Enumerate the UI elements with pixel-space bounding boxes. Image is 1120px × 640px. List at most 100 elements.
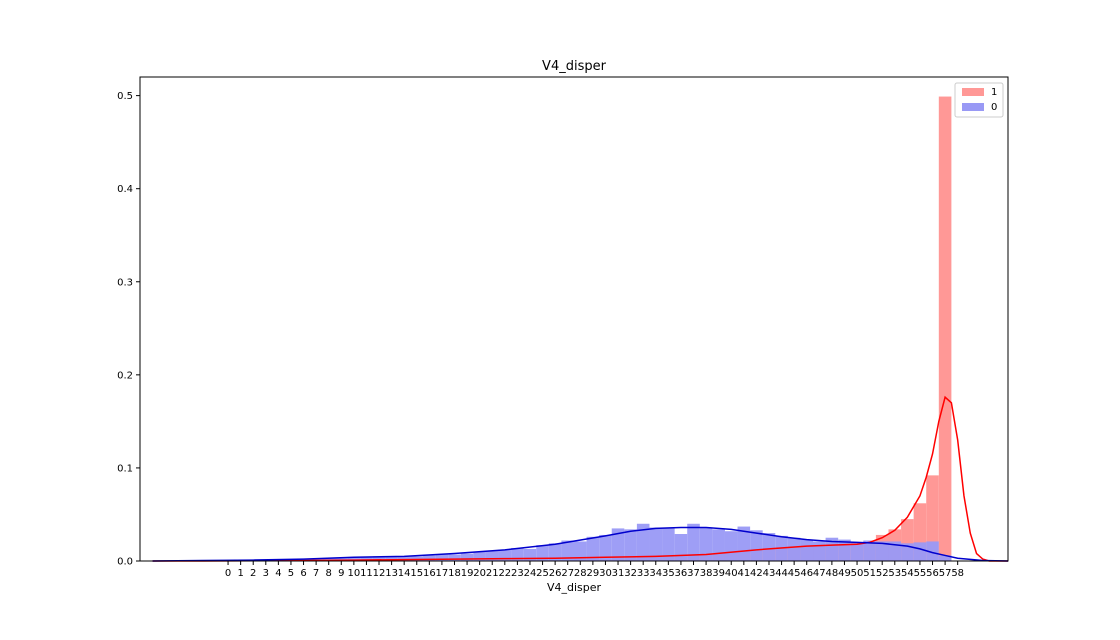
x-tick-label-23: 23 [511,568,524,579]
x-tick-label-38: 38 [700,568,713,579]
x-tick-label-24: 24 [524,568,537,579]
legend-label-series-1: 1 [991,87,997,98]
x-tick-label-40: 40 [725,568,738,579]
kde-line-series-1 [152,395,1008,562]
bar-series-1-32 [926,475,939,561]
plot-area [140,77,1008,561]
x-tick-label-53: 53 [888,568,901,579]
x-tick-label-5: 5 [288,568,294,579]
x-tick-label-29: 29 [587,568,600,579]
x-tick-label-11: 11 [360,568,373,579]
legend-swatch-series-1 [962,88,984,96]
x-tick-label-14: 14 [398,568,411,579]
x-tick-label-51: 51 [863,568,876,579]
x-tick-label-56: 56 [926,568,939,579]
x-tick-label-13: 13 [385,568,398,579]
bar-series-0-55 [913,542,927,561]
y-tick-label-1: 0.1 [117,463,133,474]
bar-series-0-40 [724,531,738,561]
bar-series-0-26 [548,543,562,561]
bar-series-0-16 [423,555,436,561]
bar-series-0-11 [360,557,373,561]
x-tick-label-57: 57 [939,568,952,579]
legend-label-series-0: 0 [991,102,997,113]
bar-series-0-43 [762,533,776,561]
kde-lines-layer [152,395,1009,562]
x-tick-label-9: 9 [338,568,344,579]
x-tick-label-39: 39 [712,568,725,579]
x-tick-label-0: 0 [225,568,231,579]
bar-series-0-30 [599,534,612,561]
x-tick-label-32: 32 [624,568,637,579]
x-tick-label-50: 50 [851,568,864,579]
y-axis: 0.0 0.1 0.2 0.3 0.4 0.5 [117,91,140,568]
x-tick-label-45: 45 [788,568,801,579]
x-tick-label-55: 55 [914,568,927,579]
x-tick-label-27: 27 [561,568,574,579]
x-tick-label-54: 54 [901,568,914,579]
y-tick-label-2: 0.2 [117,370,133,381]
x-tick-label-47: 47 [813,568,826,579]
bar-series-0-35 [662,528,675,561]
x-tick-label-30: 30 [599,568,612,579]
x-tick-label-44: 44 [775,568,788,579]
x-tick-label-18: 18 [448,568,461,579]
bars-layer [221,96,952,562]
bar-series-0-41 [737,526,751,561]
bar-series-0-12 [372,556,386,561]
bar-series-0-50 [850,542,864,561]
bar-series-0-13 [385,556,398,561]
x-tick-label-41: 41 [737,568,750,579]
x-tick-label-31: 31 [612,568,625,579]
x-tick-label-7: 7 [313,568,319,579]
x-tick-label-1: 1 [237,568,243,579]
bar-series-0-33 [636,523,650,561]
bar-series-0-19 [460,553,474,561]
bar-series-0-18 [448,554,461,561]
x-tick-label-37: 37 [687,568,700,579]
x-tick-label-4: 4 [275,568,281,579]
y-tick-label-3: 0.3 [117,277,133,288]
x-tick-label-25: 25 [536,568,549,579]
bar-series-0-20 [473,551,486,561]
bar-series-0-25 [536,545,549,561]
x-tick-label-49: 49 [838,568,851,579]
bar-series-0-22 [498,549,512,561]
x-tick-label-19: 19 [461,568,474,579]
x-tick-label-42: 42 [750,568,763,579]
bar-series-0-56 [926,541,939,561]
bar-series-0-53 [888,541,902,561]
bar-series-0-47 [813,541,826,561]
x-tick-label-15: 15 [410,568,423,579]
bar-series-0-31 [611,528,625,561]
bar-series-0-48 [825,537,839,561]
bar-series-0-37 [687,523,700,561]
x-tick-label-16: 16 [423,568,436,579]
plot-frame [139,76,1009,562]
x-tick-label-46: 46 [800,568,813,579]
x-tick-label-34: 34 [649,568,662,579]
bar-series-0-14 [397,556,411,561]
bar-series-0-51 [863,540,876,561]
bar-series-0-17 [435,554,449,561]
x-tick-label-52: 52 [876,568,889,579]
x-tick-label-20: 20 [473,568,486,579]
bar-series-0-10 [347,557,361,561]
y-tick-label-0: 0.0 [117,557,133,568]
bar-series-0-32 [624,529,637,561]
x-tick-label-48: 48 [826,568,839,579]
x-tick-label-28: 28 [574,568,587,579]
x-tick-label-21: 21 [486,568,499,579]
x-axis-label: V4_disper [547,581,602,594]
kde-line-series-0 [152,526,1009,562]
bar-series-0-21 [485,550,499,561]
bar-series-0-29 [586,536,600,561]
bar-series-0-15 [410,556,424,561]
bar-series-0-57 [938,555,952,561]
x-tick-label-17: 17 [436,568,449,579]
bar-series-0-23 [511,547,524,561]
legend: 1 0 [954,82,1004,118]
x-tick-label-2: 2 [250,568,256,579]
x-tick-label-43: 43 [763,568,776,579]
